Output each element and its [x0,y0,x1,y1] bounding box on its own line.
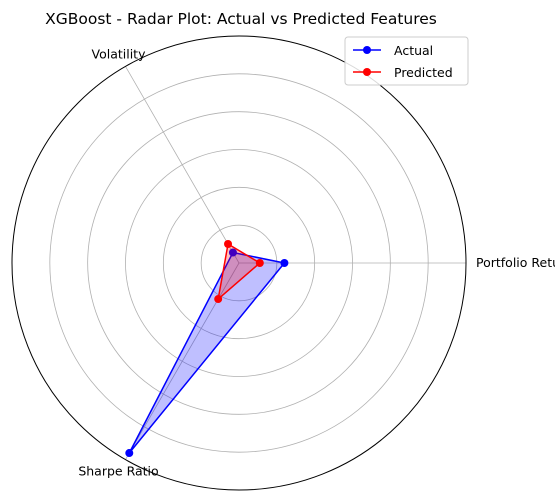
legend-predicted-label: Predicted [394,65,453,80]
axis-label-3: Sharpe Ratio [78,464,158,479]
radar-series [125,240,288,457]
grid-spoke-2 [126,66,240,263]
chart-title: XGBoost - Radar Plot: Actual vs Predicte… [45,10,437,28]
point-actual-3 [125,449,133,457]
legend-actual-label: Actual [394,43,433,58]
legend: Actual Predicted [345,37,468,85]
point-predicted-3 [214,295,222,303]
legend-predicted-marker [363,68,371,76]
legend-actual-marker [363,46,371,54]
point-predicted-2 [224,240,232,248]
axis-label-1: Portfolio Return [476,255,555,270]
point-predicted-1 [256,259,264,267]
axis-label-2: Volatility [92,46,147,61]
point-actual-1 [280,259,288,267]
